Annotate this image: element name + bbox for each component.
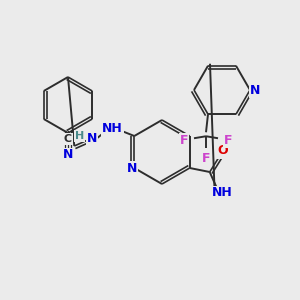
Text: H: H [75, 131, 84, 141]
Text: C: C [64, 134, 72, 144]
Text: NH: NH [102, 122, 123, 136]
Text: N: N [250, 83, 260, 97]
Text: O: O [218, 145, 228, 158]
Text: NH: NH [212, 187, 233, 200]
Text: N: N [87, 131, 98, 145]
Text: N: N [63, 148, 73, 161]
Text: F: F [180, 134, 188, 147]
Text: F: F [224, 134, 232, 147]
Text: F: F [202, 152, 210, 165]
Text: N: N [127, 161, 137, 175]
